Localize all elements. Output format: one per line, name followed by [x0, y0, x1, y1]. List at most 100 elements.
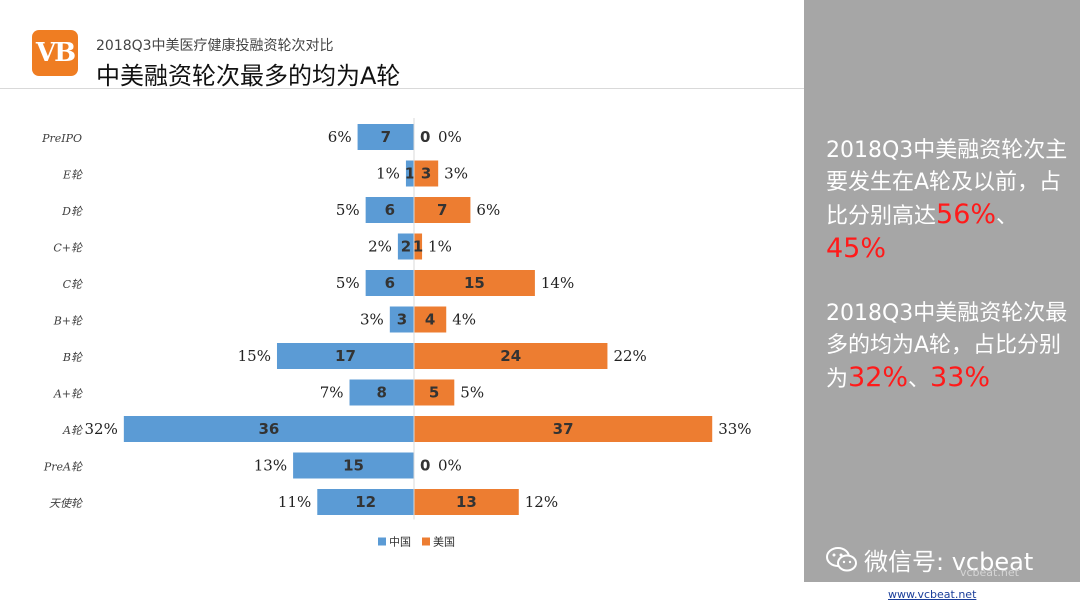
pct-label-us-row-6: 22% [613, 347, 646, 365]
pct-label-us-row-1: 3% [444, 165, 468, 183]
pct-label-us-row-2: 6% [476, 201, 500, 219]
summary-panel: 2018Q3中美融资轮次主要发生在A轮及以前，占比分别高达56%、45% 201… [804, 0, 1080, 582]
pct-label-china-row-2: 5% [336, 201, 360, 219]
chart-subtitle: 2018Q3中美医疗健康投融资轮次对比 [96, 38, 334, 54]
pct-label-china-row-8: 32% [84, 420, 117, 438]
bar-china-row-10 [317, 489, 414, 515]
bar-us-row-6 [414, 343, 608, 369]
summary-2-text: 2018Q3中美融资轮次最多的均为A轮，占比分别为 [826, 301, 1068, 392]
value-label-us-row-4: 15 [464, 274, 485, 292]
pct-label-us-row-3: 1% [428, 238, 452, 256]
bar-us-row-3 [414, 233, 423, 260]
bar-us-row-1 [414, 160, 439, 187]
summary-2-china-pct: 32% [848, 362, 909, 393]
value-label-us-row-6: 24 [500, 347, 521, 365]
category-label-row-8: A轮 [62, 424, 83, 437]
value-label-china-row-7: 8 [377, 384, 387, 402]
bar-china-row-3 [397, 233, 414, 260]
bar-china-row-5 [389, 306, 414, 333]
value-label-us-row-7: 5 [429, 384, 439, 402]
pct-label-us-row-4: 14% [541, 274, 574, 292]
wechat-id-text: 微信号: vcbeat [864, 548, 1034, 576]
value-label-china-row-4: 6 [385, 274, 395, 292]
value-label-china-row-2: 6 [385, 201, 395, 219]
main-slide: VB 2018Q3中美医疗健康投融资轮次对比 中美融资轮次最多的均为A轮 Pre… [0, 30, 804, 570]
category-label-row-5: B+轮 [53, 315, 83, 328]
category-label-row-10: 天使轮 [49, 497, 83, 510]
bar-china-row-0 [357, 124, 414, 150]
vcbeat-logo: VB [32, 30, 78, 76]
header-divider [0, 88, 804, 89]
pct-label-us-row-7: 5% [460, 384, 484, 402]
legend-swatch-us [422, 537, 430, 546]
pct-label-us-row-10: 12% [525, 493, 558, 511]
website-link[interactable]: www.vcbeat.net [888, 588, 977, 601]
bar-us-row-2 [414, 197, 471, 223]
bar-china-row-4 [365, 270, 414, 296]
summary-1-text: 2018Q3中美融资轮次主要发生在A轮及以前，占比分别高达 [826, 138, 1068, 229]
bar-china-row-6 [276, 343, 414, 369]
category-label-row-4: C轮 [63, 278, 83, 291]
summary-1-separator: 、 [996, 204, 1019, 229]
value-label-us-row-1: 3 [421, 165, 431, 183]
value-label-china-row-10: 12 [355, 493, 376, 511]
pct-label-china-row-7: 7% [320, 384, 344, 402]
bar-china-row-7 [349, 379, 414, 406]
category-label-row-1: E轮 [62, 169, 83, 182]
value-label-us-row-9: 0 [420, 457, 430, 475]
value-label-us-row-8: 37 [553, 420, 574, 438]
bar-china-row-8 [123, 416, 414, 442]
value-label-china-row-9: 15 [343, 457, 364, 475]
chart-svg: PreIPO 76% 0 0%E轮 11% 3 3%D轮 65% 7 6%C+轮 22% 1 1%C轮 6… [41, 118, 752, 549]
pct-label-china-row-10: 11% [278, 493, 311, 511]
pct-label-china-row-0: 6% [328, 128, 352, 146]
pct-label-china-row-9: 13% [254, 457, 287, 475]
value-label-china-row-8: 36 [258, 420, 279, 438]
value-label-us-row-3: 1 [413, 238, 423, 256]
summary-paragraph-2: 2018Q3中美融资轮次最多的均为A轮，占比分别为32%、33% [826, 298, 1076, 396]
slide-title: 中美融资轮次最多的均为A轮 [96, 62, 401, 90]
summary-2-us-pct: 33% [930, 362, 991, 393]
pct-label-china-row-1: 1% [376, 165, 400, 183]
value-label-china-row-0: 7 [381, 128, 391, 146]
bar-us-row-10 [414, 489, 519, 515]
category-label-row-2: D轮 [61, 205, 83, 218]
summary-paragraph-1: 2018Q3中美融资轮次主要发生在A轮及以前，占比分别高达56%、 45% [826, 135, 1076, 267]
summary-1-us-pct: 45% [826, 233, 887, 264]
round-comparison-chart: PreIPO 7 6% 0 0% E轮 1 1% 3 3% D轮 6 5% 7 6% C+轮 2 2% 1 1% C轮 6… [0, 100, 804, 570]
bar-us-row-8 [414, 416, 713, 442]
bar-us-row-5 [414, 306, 447, 333]
watermark: vcbeat.net [960, 566, 1019, 579]
wechat-icon [826, 546, 857, 571]
value-label-china-row-3: 2 [401, 238, 411, 256]
bar-us-row-4 [414, 270, 535, 296]
pct-label-us-row-8: 33% [718, 420, 751, 438]
summary-1-china-pct: 56% [936, 199, 997, 230]
pct-label-china-row-3: 2% [368, 238, 392, 256]
legend-swatch-china [378, 537, 386, 546]
pct-label-china-row-5: 3% [360, 311, 384, 329]
summary-2-separator: 、 [908, 367, 931, 392]
bar-china-row-1 [405, 160, 414, 187]
value-label-china-row-5: 3 [397, 311, 407, 329]
pct-label-us-row-9: 0% [438, 457, 462, 475]
pct-label-us-row-5: 4% [452, 311, 476, 329]
pct-label-us-row-0: 0% [438, 128, 462, 146]
bar-china-row-9 [293, 452, 414, 479]
value-label-us-row-5: 4 [425, 311, 435, 329]
wechat-id: 微信号: vcbeat [826, 542, 1033, 577]
value-label-china-row-6: 17 [335, 347, 356, 365]
category-label-row-7: A+轮 [53, 388, 83, 401]
category-label-row-3: C+轮 [53, 242, 83, 255]
value-label-us-row-0: 0 [420, 128, 430, 146]
pct-label-china-row-6: 15% [238, 347, 271, 365]
legend-label-china: 中国 [389, 536, 411, 549]
category-label-row-0: PreIPO [41, 132, 82, 145]
value-label-us-row-10: 13 [456, 493, 477, 511]
category-label-row-6: B轮 [62, 351, 83, 364]
bar-us-row-7 [414, 379, 455, 406]
category-label-row-9: PreA轮 [43, 461, 83, 474]
pct-label-china-row-4: 5% [336, 274, 360, 292]
value-label-china-row-1: 1 [405, 165, 415, 183]
value-label-us-row-2: 7 [437, 201, 447, 219]
